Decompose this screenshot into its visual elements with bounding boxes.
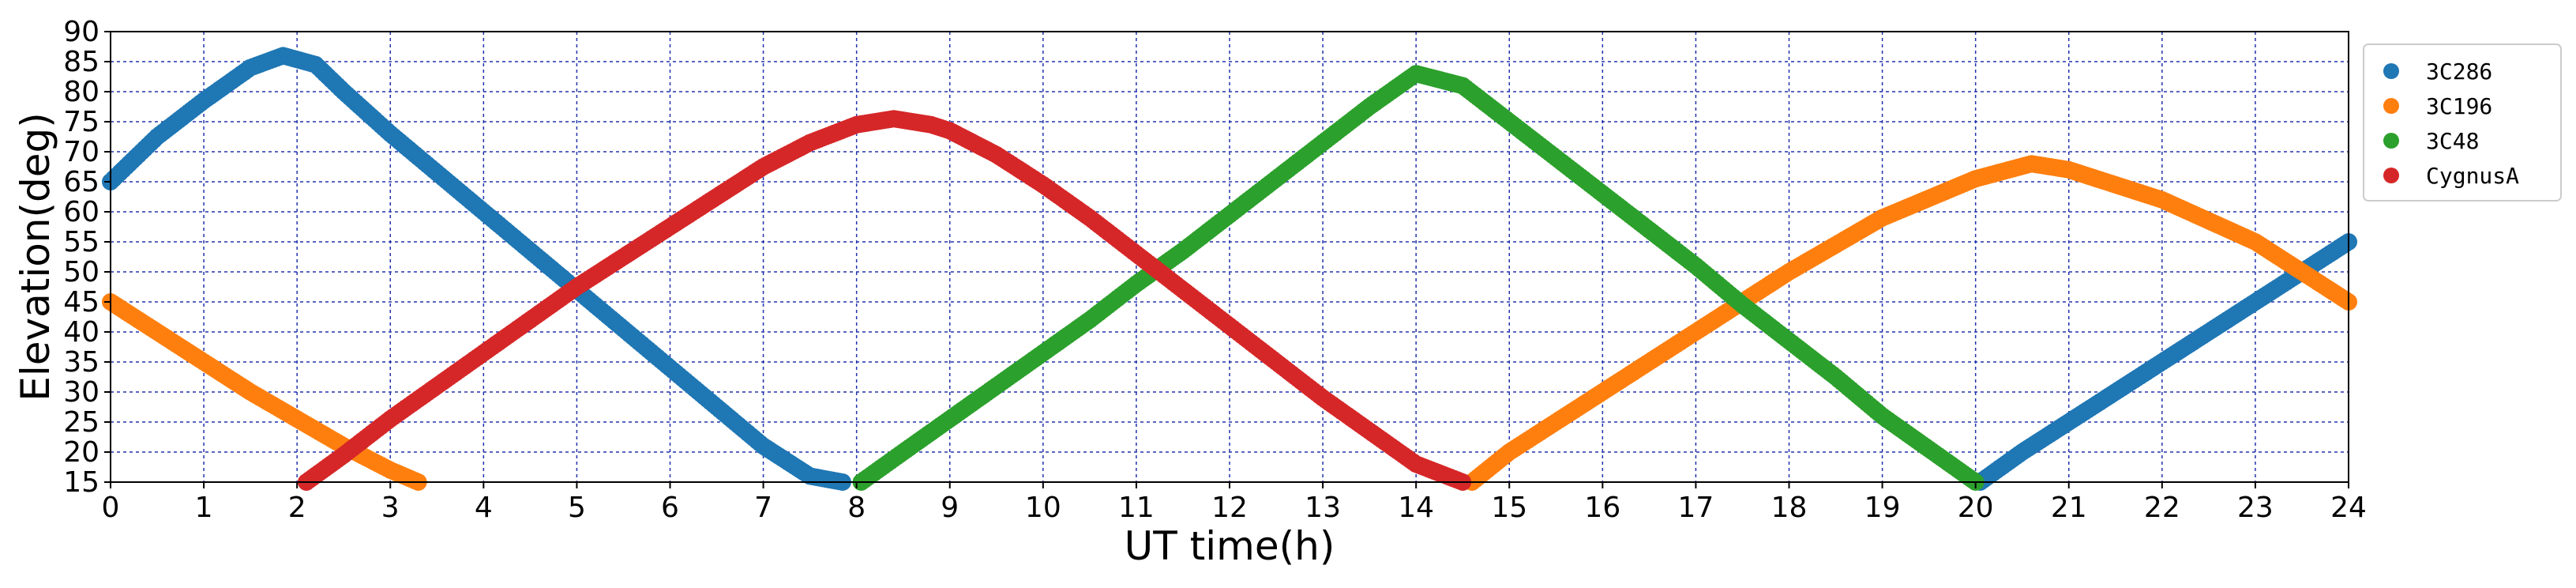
- x-tick-label: 18: [1771, 492, 1808, 524]
- legend-box: [2363, 43, 2562, 202]
- x-tick-label: 12: [1211, 492, 1248, 524]
- x-tick-label: 1: [195, 492, 213, 524]
- x-tick-label: 10: [1025, 492, 1061, 524]
- x-tick-label: 20: [1958, 492, 1994, 524]
- x-tick-label: 6: [661, 492, 679, 524]
- legend-label: 3C286: [2426, 58, 2492, 85]
- series-CygnusA: [297, 110, 1472, 491]
- x-tick-label: 0: [102, 492, 120, 524]
- x-tick-label: 2: [288, 492, 306, 524]
- y-tick-label: 25: [63, 406, 100, 439]
- x-tick-label: 5: [568, 492, 586, 524]
- x-tick-label: 23: [2237, 492, 2274, 524]
- series-3C196: [102, 155, 2357, 491]
- y-tick-label: 70: [63, 136, 100, 168]
- y-tick-label: 35: [63, 346, 100, 379]
- legend-label: CygnusA: [2426, 163, 2519, 189]
- legend-marker-3C286: [2383, 63, 2399, 79]
- series-layer: [102, 47, 2357, 491]
- x-tick-label: 21: [2051, 492, 2087, 524]
- y-tick-label: 45: [63, 286, 100, 318]
- legend: 3C286 3C196 3C48 CygnusA: [2363, 43, 2562, 202]
- x-tick-label: 15: [1491, 492, 1527, 524]
- x-tick-label: 14: [1398, 492, 1434, 524]
- x-tick-label: 9: [941, 492, 959, 524]
- y-tick-label: 55: [63, 226, 100, 258]
- legend-marker-3C196: [2383, 98, 2399, 114]
- y-tick-label: 80: [63, 76, 100, 108]
- y-tick-label: 75: [63, 106, 100, 138]
- x-axis-title: UT time(h): [1125, 523, 1335, 569]
- x-tick-label: 17: [1678, 492, 1714, 524]
- legend-marker-3C48: [2383, 133, 2399, 149]
- x-tick-label: 3: [381, 492, 400, 524]
- series-3C48: [852, 65, 1985, 491]
- series-3C286: [102, 47, 2357, 491]
- y-axis-title: Elevation(deg): [13, 112, 58, 401]
- x-tick-label: 8: [847, 492, 866, 524]
- x-tick-label: 11: [1118, 492, 1155, 524]
- y-tick-label: 40: [63, 316, 100, 349]
- x-tick-label: 7: [754, 492, 772, 524]
- x-tick-label: 16: [1584, 492, 1620, 524]
- legend-label: 3C196: [2426, 93, 2492, 119]
- x-tick-label: 22: [2144, 492, 2180, 524]
- y-tick-label: 90: [63, 16, 100, 48]
- x-axis: 0 1 2 3 4 5 6 7 8 9 10 11 12 13 14 15 16 17 18 19 20 21 22 23 24: [102, 482, 2367, 524]
- y-tick-label: 60: [63, 196, 100, 228]
- x-tick-label: 13: [1305, 492, 1341, 524]
- legend-marker-CygnusA: [2383, 168, 2399, 183]
- y-tick-label: 15: [63, 466, 100, 499]
- x-tick-label: 19: [1864, 492, 1901, 524]
- x-tick-label: 4: [475, 492, 493, 524]
- x-tick-label: 24: [2330, 492, 2367, 524]
- y-tick-label: 20: [63, 436, 100, 469]
- plot-frame: [110, 31, 2349, 483]
- y-tick-label: 50: [63, 256, 100, 288]
- grid-layer: [110, 31, 2349, 483]
- y-tick-label: 30: [63, 376, 100, 409]
- legend-label: 3C48: [2426, 128, 2479, 154]
- y-tick-label: 85: [63, 46, 100, 78]
- y-tick-label: 65: [63, 166, 100, 198]
